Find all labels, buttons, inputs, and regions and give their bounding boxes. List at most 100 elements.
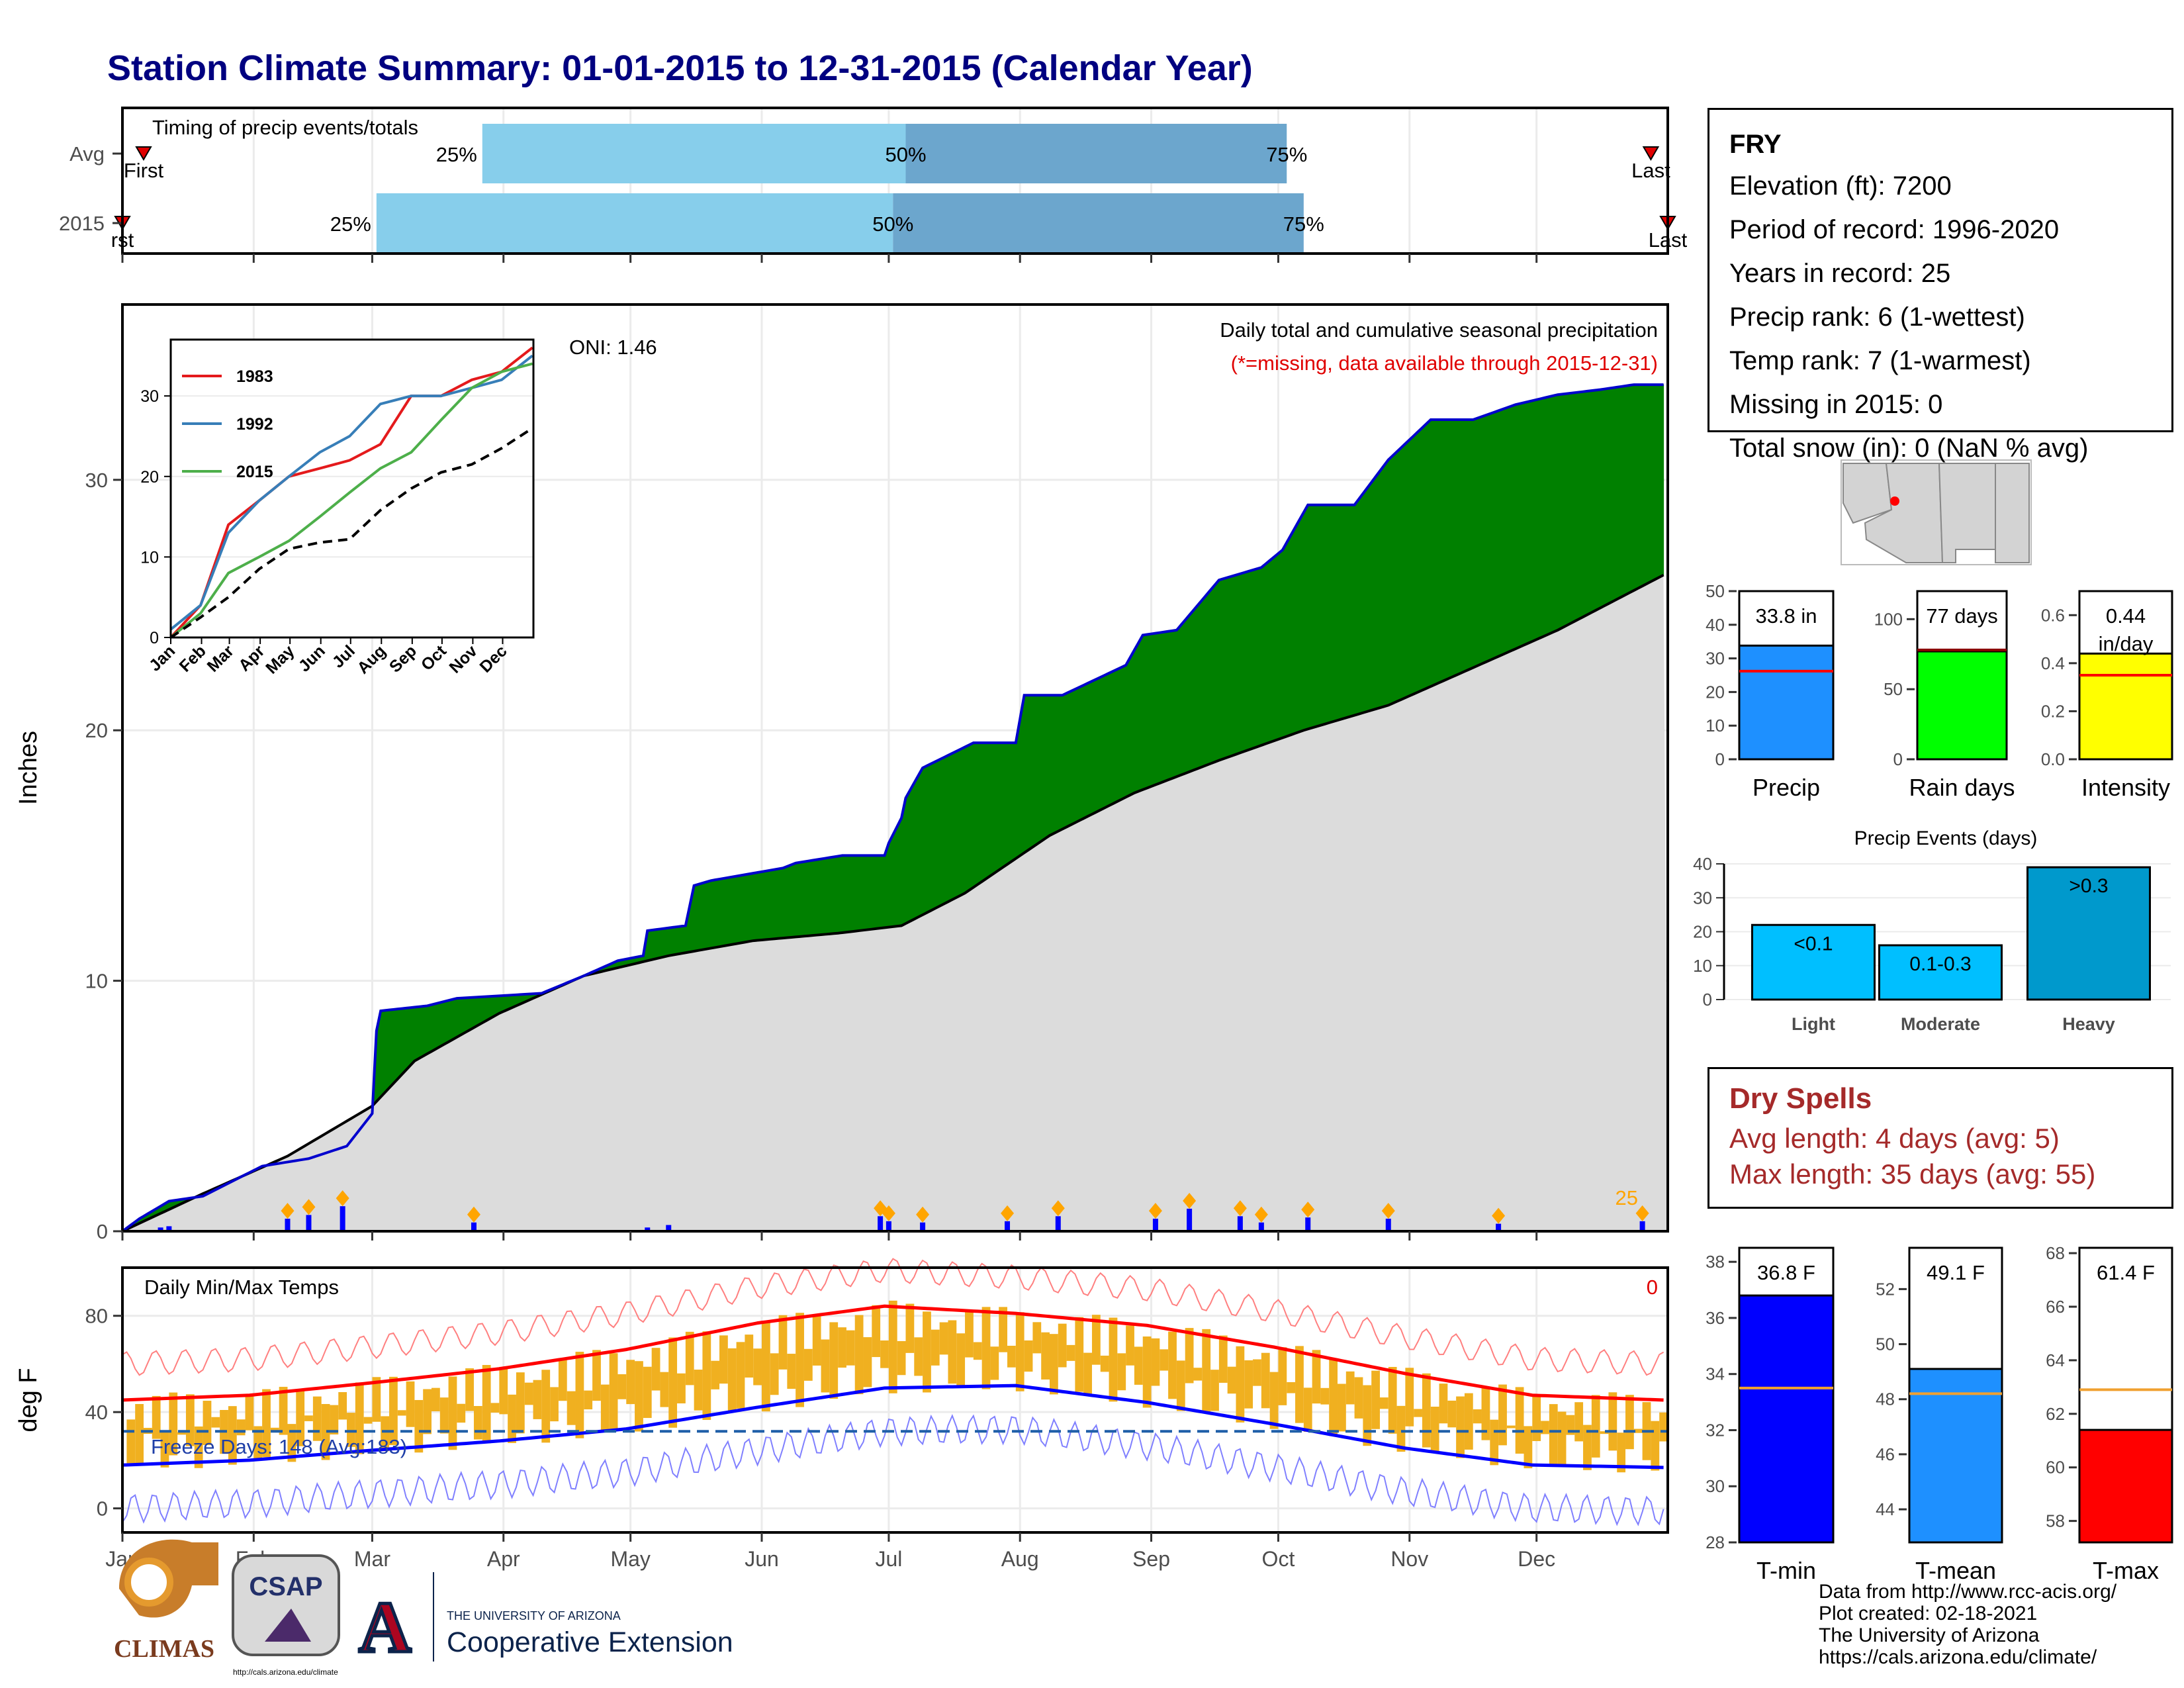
- summary-y-tick-label: 10: [1706, 716, 1725, 735]
- daily-temp-range-bar: [1058, 1323, 1067, 1368]
- daily-temp-range-bar: [872, 1305, 881, 1358]
- daily-temp-range-bar: [414, 1399, 424, 1453]
- summary-category-label: T-min: [1756, 1557, 1816, 1584]
- daily-temp-range-bar: [854, 1315, 864, 1395]
- precip-diff-fill: [1138, 633, 1144, 792]
- precip-diff-fill: [452, 998, 457, 1041]
- daily-temp-range-bar: [1617, 1432, 1626, 1473]
- daily-temp-range-bar: [1303, 1387, 1312, 1432]
- daily-temp-range-bar: [1600, 1431, 1609, 1434]
- daily-precip-bar: [471, 1222, 477, 1231]
- summary-value-label: 36.8 F: [1757, 1261, 1815, 1284]
- precip-diff-fill: [964, 744, 970, 894]
- precip-diff-fill: [1151, 633, 1156, 787]
- precip-diff-fill: [871, 855, 877, 930]
- daily-temp-range-bar: [1142, 1336, 1152, 1408]
- summary-bar: [1908, 1368, 2003, 1544]
- precip-diff-fill: [1600, 389, 1605, 609]
- precip-diff-fill: [1116, 667, 1122, 802]
- daily-precip-marker: [281, 1203, 295, 1219]
- precip-diff-fill: [1358, 492, 1363, 715]
- precip-diff-fill: [1337, 504, 1342, 721]
- precip-diff-fill: [850, 855, 856, 933]
- precip-diff-fill: [443, 1000, 449, 1045]
- daily-precip-marker: [302, 1199, 316, 1215]
- summary-y-tick-label: 0: [1715, 749, 1725, 769]
- precip-diff-fill: [1206, 588, 1211, 766]
- precip-diff-fill: [1489, 411, 1495, 661]
- precip-diff-fill: [752, 872, 758, 941]
- event-category-label: Light: [1792, 1014, 1835, 1034]
- daily-precip-bar: [1187, 1208, 1193, 1231]
- precip-diff-fill: [947, 753, 953, 903]
- daily-temp-range-bar: [287, 1424, 296, 1462]
- precip-diff-fill: [829, 856, 835, 935]
- summary-bar: [2078, 1429, 2173, 1544]
- precip-diff-fill: [1142, 633, 1148, 790]
- daily-temp-range-bar: [152, 1395, 161, 1439]
- oni-label: ONI: 1.46: [569, 336, 657, 359]
- main-y-axis-label: Inches: [15, 731, 42, 805]
- daily-temp-range-bar: [558, 1358, 567, 1401]
- summary-bar: [1916, 650, 2008, 761]
- daily-precip-marker: [1233, 1200, 1247, 1217]
- precip-diff-fill: [1396, 447, 1402, 702]
- daily-temp-range-bar: [550, 1387, 559, 1422]
- daily-temp-range-bar: [1388, 1366, 1397, 1434]
- precip-diff-fill: [1070, 688, 1075, 825]
- precip-diff-fill: [1409, 435, 1414, 696]
- daily-precip-bar: [1258, 1222, 1264, 1231]
- main-annotation-missing: (*=missing, data available through 2015-…: [1231, 352, 1658, 375]
- daily-precip-bar: [285, 1219, 291, 1231]
- precip-diff-fill: [791, 863, 796, 938]
- daily-temp-range-bar: [999, 1307, 1008, 1352]
- daily-temp-range-bar: [432, 1387, 440, 1411]
- daily-temp-range-bar: [516, 1372, 525, 1434]
- precip-diff-fill: [812, 859, 817, 936]
- precip-diff-fill: [1443, 419, 1448, 682]
- precip-diff-fill: [1392, 451, 1398, 704]
- precip-diff-fill: [435, 1002, 441, 1050]
- daily-precip-bar: [1385, 1219, 1391, 1231]
- precip-diff-fill: [448, 999, 453, 1043]
- temps-missing-count: 0: [1647, 1276, 1658, 1299]
- summary-y-tick-label: 28: [1706, 1532, 1725, 1552]
- daily-temp-range-bar: [668, 1337, 678, 1428]
- inset-legend-label: 1983: [236, 367, 273, 386]
- precip-diff-fill: [1612, 387, 1617, 602]
- events-y-tick-label: 10: [1693, 956, 1712, 976]
- summary-y-tick-label: 58: [2046, 1511, 2065, 1531]
- summary-value-label: 61.4 F: [2097, 1261, 2155, 1284]
- credit-line: Data from http://www.rcc-acis.org/: [1819, 1581, 2117, 1603]
- timing-pct-label: 50%: [872, 212, 913, 236]
- precip-diff-fill: [888, 834, 893, 928]
- precip-diff-fill: [1455, 419, 1461, 676]
- daily-precip-marker: [1148, 1203, 1162, 1219]
- precip-diff-fill: [469, 997, 475, 1031]
- station-location-marker: [1890, 496, 1899, 506]
- precip-diff-fill: [1468, 419, 1474, 671]
- daily-temp-range-bar: [923, 1311, 931, 1393]
- precip-diff-fill: [1629, 384, 1635, 594]
- daily-precip-bar: [1055, 1216, 1061, 1231]
- map-texas: [1995, 463, 2030, 563]
- precip-diff-fill: [892, 826, 898, 927]
- timing-pct-label: 75%: [1266, 143, 1307, 166]
- daily-temp-range-bar: [575, 1352, 584, 1438]
- temp-panel-border: [121, 1266, 1669, 1534]
- precip-diff-fill: [1418, 427, 1423, 693]
- daily-temp-range-bar: [719, 1335, 728, 1384]
- precip-diff-fill: [960, 746, 966, 896]
- precip-diff-fill: [1434, 419, 1440, 685]
- precip-diff-fill: [1155, 632, 1160, 786]
- daily-precip-marker: [882, 1205, 895, 1221]
- daily-precip-marker: [467, 1206, 480, 1223]
- precip-diff-fill: [1655, 384, 1660, 581]
- daily-temp-range-bar: [1091, 1315, 1101, 1365]
- daily-temp-range-bar: [711, 1360, 720, 1389]
- daily-temp-range-bar: [1185, 1328, 1194, 1383]
- timing-marker-label: Last: [1631, 159, 1670, 182]
- inset-y-tick-label: 30: [140, 387, 159, 406]
- precip-diff-fill: [1591, 389, 1596, 614]
- summary-y-tick-label: 30: [1706, 1476, 1725, 1496]
